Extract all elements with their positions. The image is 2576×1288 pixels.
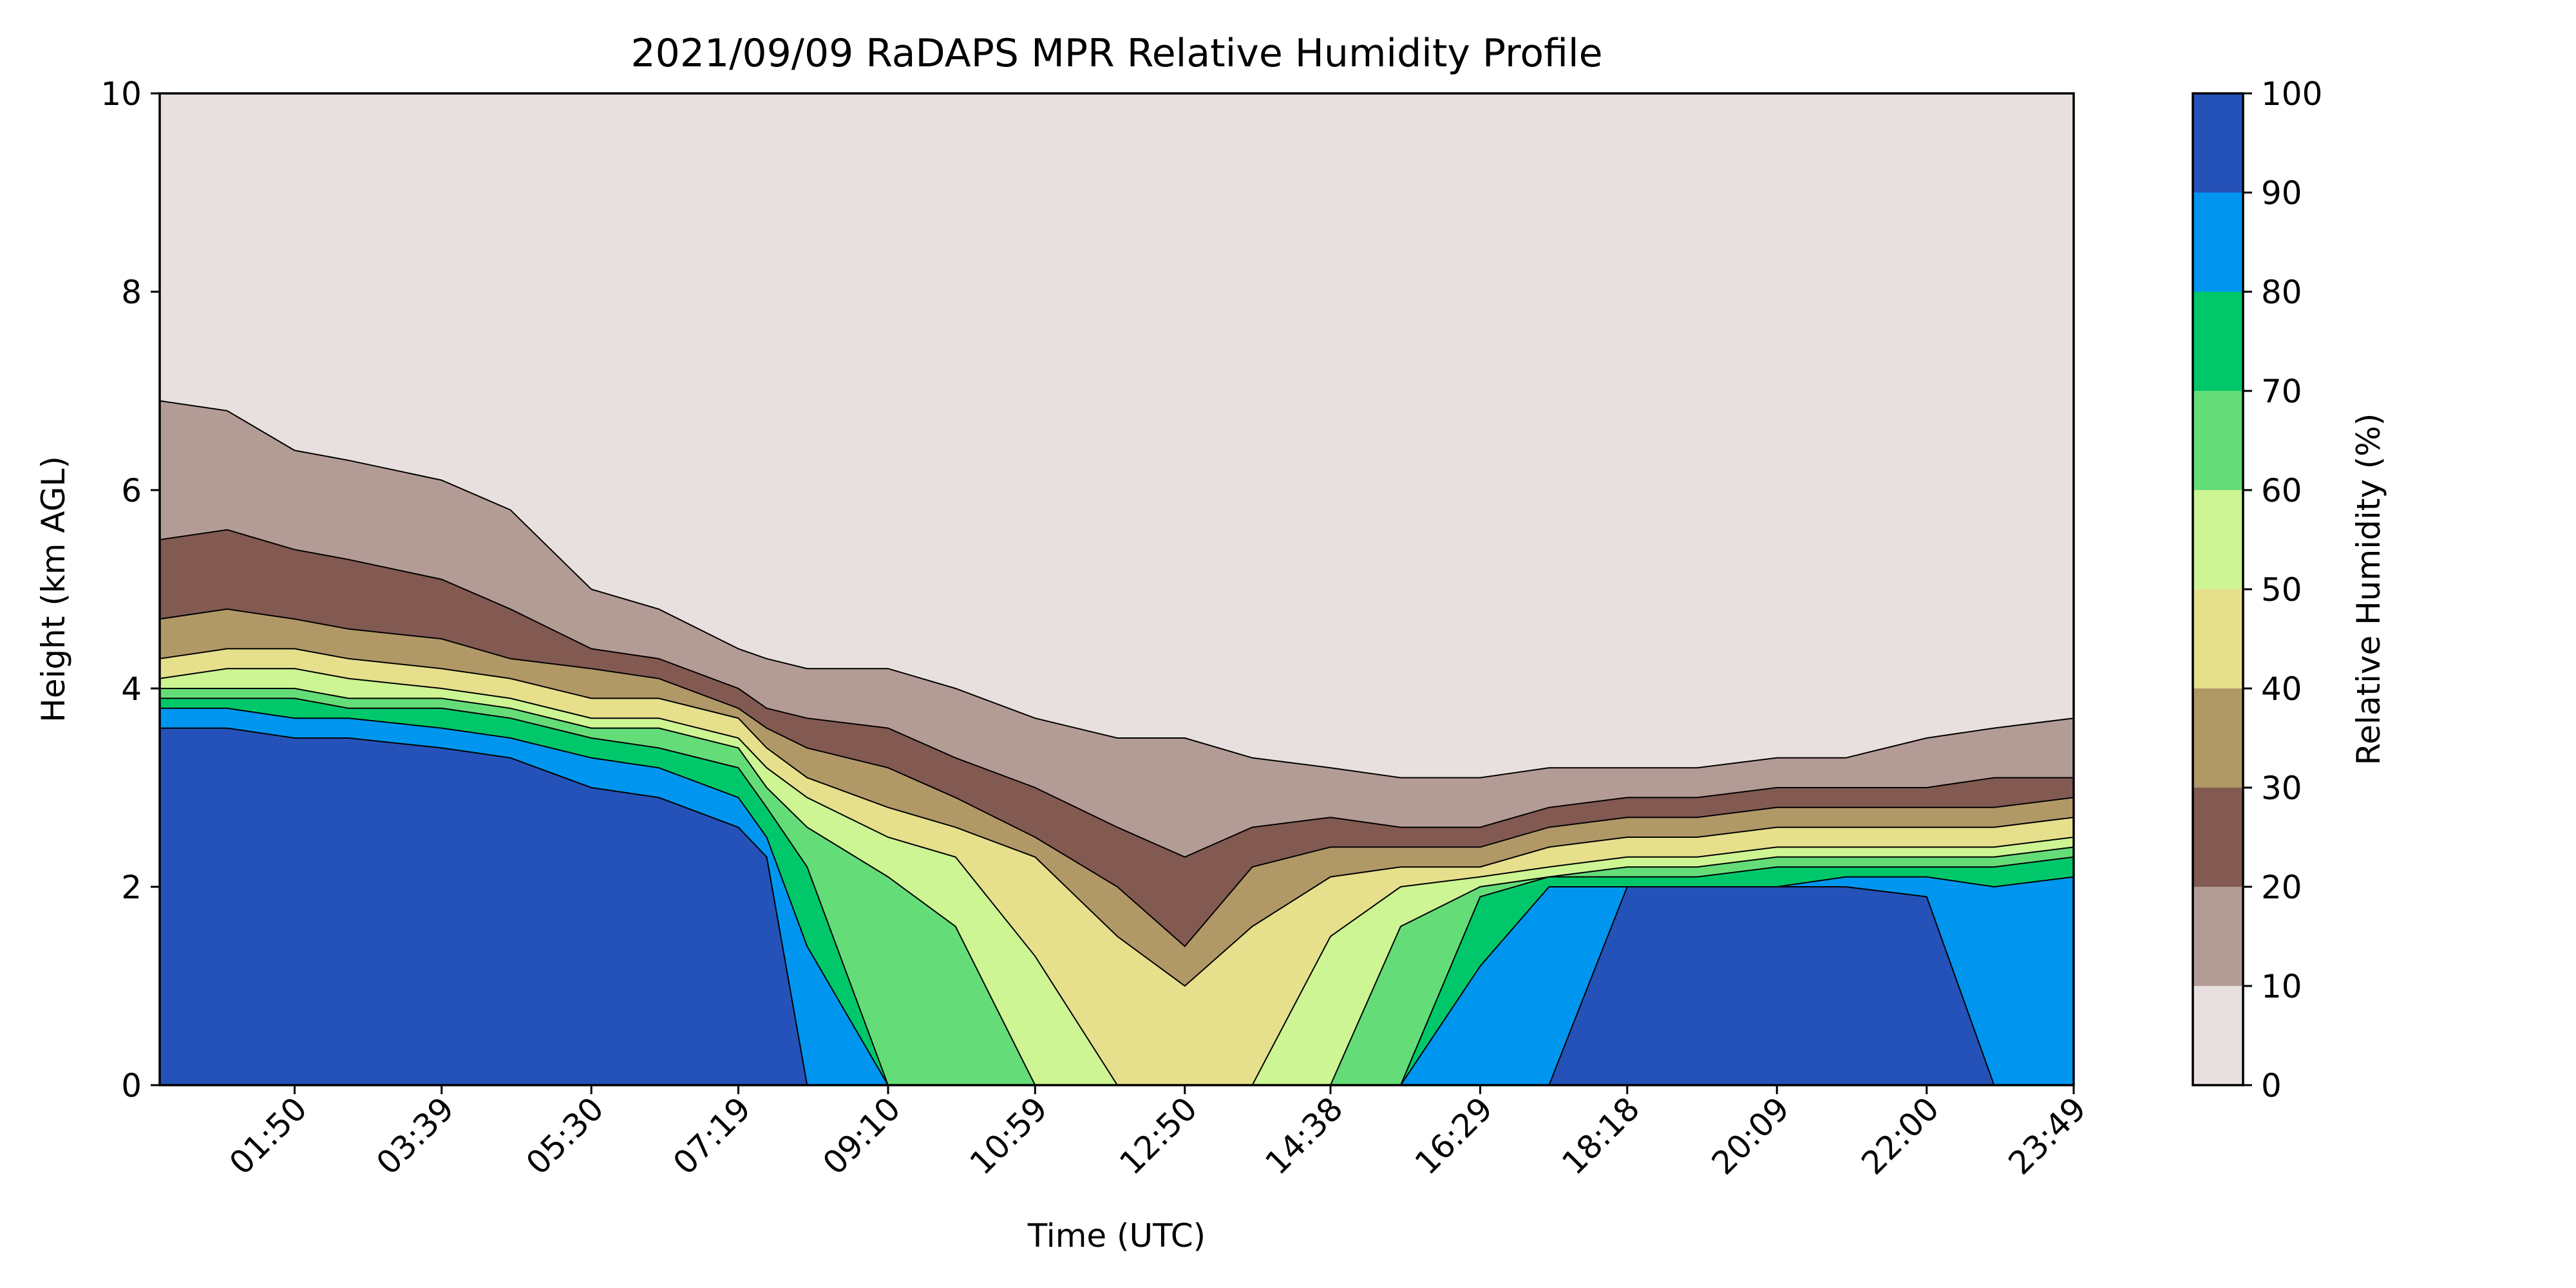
x-tick-label: 01:50 (222, 1090, 314, 1182)
y-tick-label: 10 (100, 75, 142, 113)
colorbar-tick-label: 0 (2261, 1067, 2282, 1104)
x-tick-label: 14:38 (1258, 1090, 1350, 1182)
colorbar-swatch-30-40 (2193, 688, 2243, 788)
y-tick-label: 0 (121, 1067, 142, 1104)
x-tick-label: 20:09 (1705, 1090, 1797, 1182)
colorbar-swatch-0-10 (2193, 986, 2243, 1085)
contour-line-rh-90 (160, 727, 2074, 1085)
contour-line-rh-70 (160, 697, 2074, 1085)
colorbar-swatch-60-70 (2193, 391, 2243, 490)
colorbar-tick-label: 90 (2261, 175, 2302, 212)
x-axis-label: Time (UTC) (1027, 1217, 1206, 1255)
plot-frame (158, 92, 2075, 1086)
colorbar: 0 10 20 30 40 50 60 70 80 90 100 (2192, 75, 2322, 1104)
y-axis: 0 2 4 6 8 10 (100, 75, 160, 1104)
contour-lines (160, 400, 2074, 1085)
colorbar-tick-label: 40 (2261, 670, 2302, 708)
colorbar-swatch-90-100 (2193, 93, 2243, 193)
colorbar-swatch-50-60 (2193, 490, 2243, 589)
colorbar-tick-label: 100 (2261, 75, 2322, 113)
x-tick-label: 05:30 (519, 1090, 611, 1182)
x-tick-label: 18:18 (1555, 1090, 1647, 1182)
colorbar-swatch-10-20 (2193, 887, 2243, 986)
x-tick-label: 22:00 (1854, 1090, 1946, 1182)
colorbar-tick-label: 70 (2261, 373, 2302, 410)
colorbar-label: Relative Humidity (%) (2350, 413, 2387, 766)
colorbar-tick-label: 20 (2261, 869, 2302, 906)
colorbar-tick-label: 10 (2261, 968, 2302, 1005)
chart-title: 2021/09/09 RaDAPS MPR Relative Humidity … (631, 31, 1603, 76)
x-axis: 01:50 03:39 05:30 07:19 09:10 10:59 12:50 14:38… (222, 1085, 2093, 1182)
y-axis-label: Height (km AGL) (35, 456, 72, 723)
colorbar-swatch-70-80 (2193, 292, 2243, 391)
y-tick-label: 2 (121, 869, 142, 906)
band-rh-90-100 (160, 728, 2074, 1085)
x-tick-label: 07:19 (666, 1090, 758, 1182)
colorbar-tick-label: 80 (2261, 274, 2302, 311)
contour-line-rh-20 (160, 529, 2074, 858)
x-tick-label: 09:10 (816, 1090, 908, 1182)
colorbar-swatch-20-30 (2193, 788, 2243, 887)
y-tick-label: 8 (121, 274, 142, 311)
x-tick-label: 12:50 (1112, 1090, 1204, 1182)
x-tick-label: 23:49 (2002, 1090, 2094, 1182)
contour-line-rh-10 (160, 400, 2074, 779)
contour-line-rh-60 (160, 688, 2074, 1085)
colorbar-tick-label: 30 (2261, 770, 2302, 807)
contour-line-rh-30 (160, 608, 2074, 947)
colorbar-tick-label: 60 (2261, 472, 2302, 509)
x-tick-label: 03:39 (369, 1090, 461, 1182)
colorbar-tick-label: 50 (2261, 571, 2302, 609)
y-tick-label: 6 (121, 472, 142, 509)
colorbar-swatch-80-90 (2193, 193, 2243, 292)
x-tick-label: 10:59 (963, 1090, 1055, 1182)
y-tick-label: 4 (121, 670, 142, 708)
contour-line-rh-40 (160, 648, 2074, 987)
plot-area (160, 93, 2074, 1085)
colorbar-swatch-40-50 (2193, 589, 2243, 688)
contour-line-rh-50 (160, 668, 2074, 1085)
x-tick-label: 16:29 (1408, 1090, 1500, 1182)
